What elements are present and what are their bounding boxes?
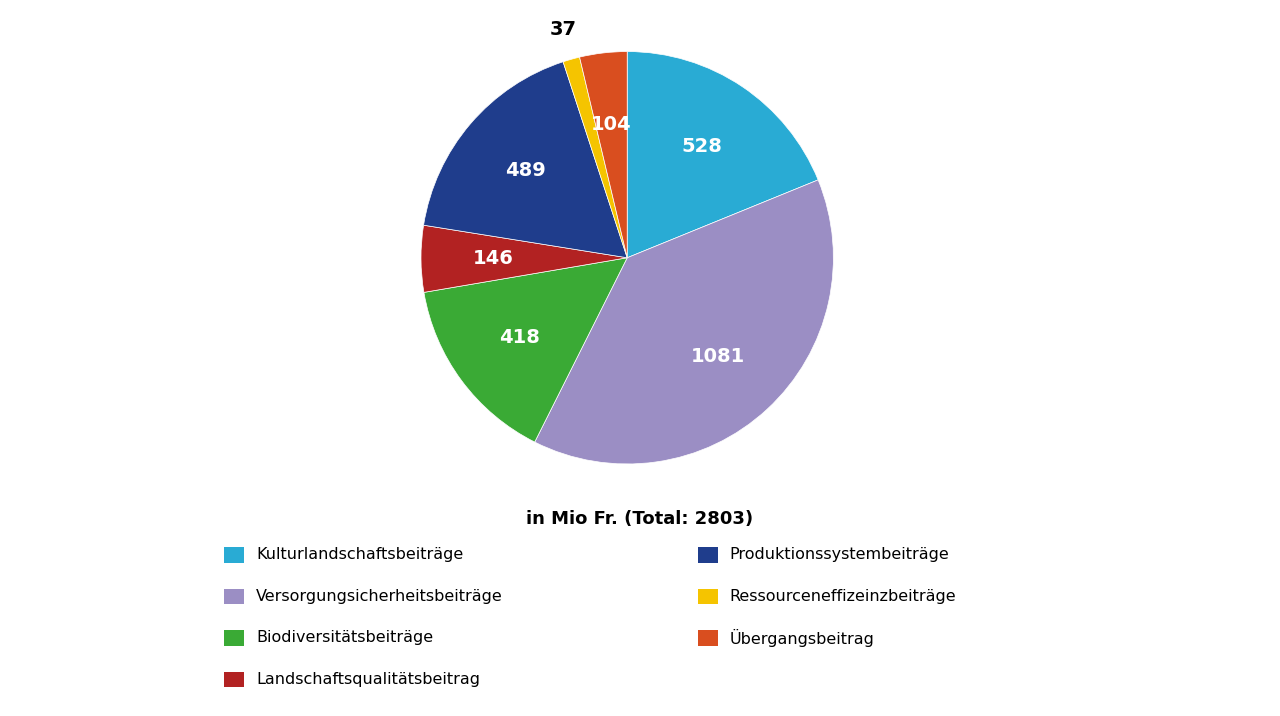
Text: 418: 418 [499,328,540,347]
Wedge shape [421,226,627,292]
Wedge shape [535,180,833,464]
Text: 489: 489 [504,161,545,180]
Text: Übergangsbeitrag: Übergangsbeitrag [730,629,874,647]
Wedge shape [563,57,627,258]
Text: Biodiversitätsbeiträge: Biodiversitätsbeiträge [256,631,433,645]
Wedge shape [580,52,627,258]
Text: 37: 37 [549,20,576,39]
Wedge shape [424,62,627,258]
Text: 528: 528 [681,137,722,156]
Text: Landschaftsqualitätsbeitrag: Landschaftsqualitätsbeitrag [256,672,480,687]
Text: in Mio Fr. (Total: 2803): in Mio Fr. (Total: 2803) [526,510,754,528]
Wedge shape [424,258,627,442]
Text: Produktionssystembeiträge: Produktionssystembeiträge [730,548,950,562]
Wedge shape [627,52,818,258]
Text: 1081: 1081 [691,347,745,366]
Text: 146: 146 [472,249,513,268]
Text: Ressourceneffizeinzbeiträge: Ressourceneffizeinzbeiträge [730,589,956,604]
Text: 104: 104 [591,115,632,134]
Text: Versorgungsicherheitsbeiträge: Versorgungsicherheitsbeiträge [256,589,503,604]
Text: Kulturlandschaftsbeiträge: Kulturlandschaftsbeiträge [256,548,463,562]
